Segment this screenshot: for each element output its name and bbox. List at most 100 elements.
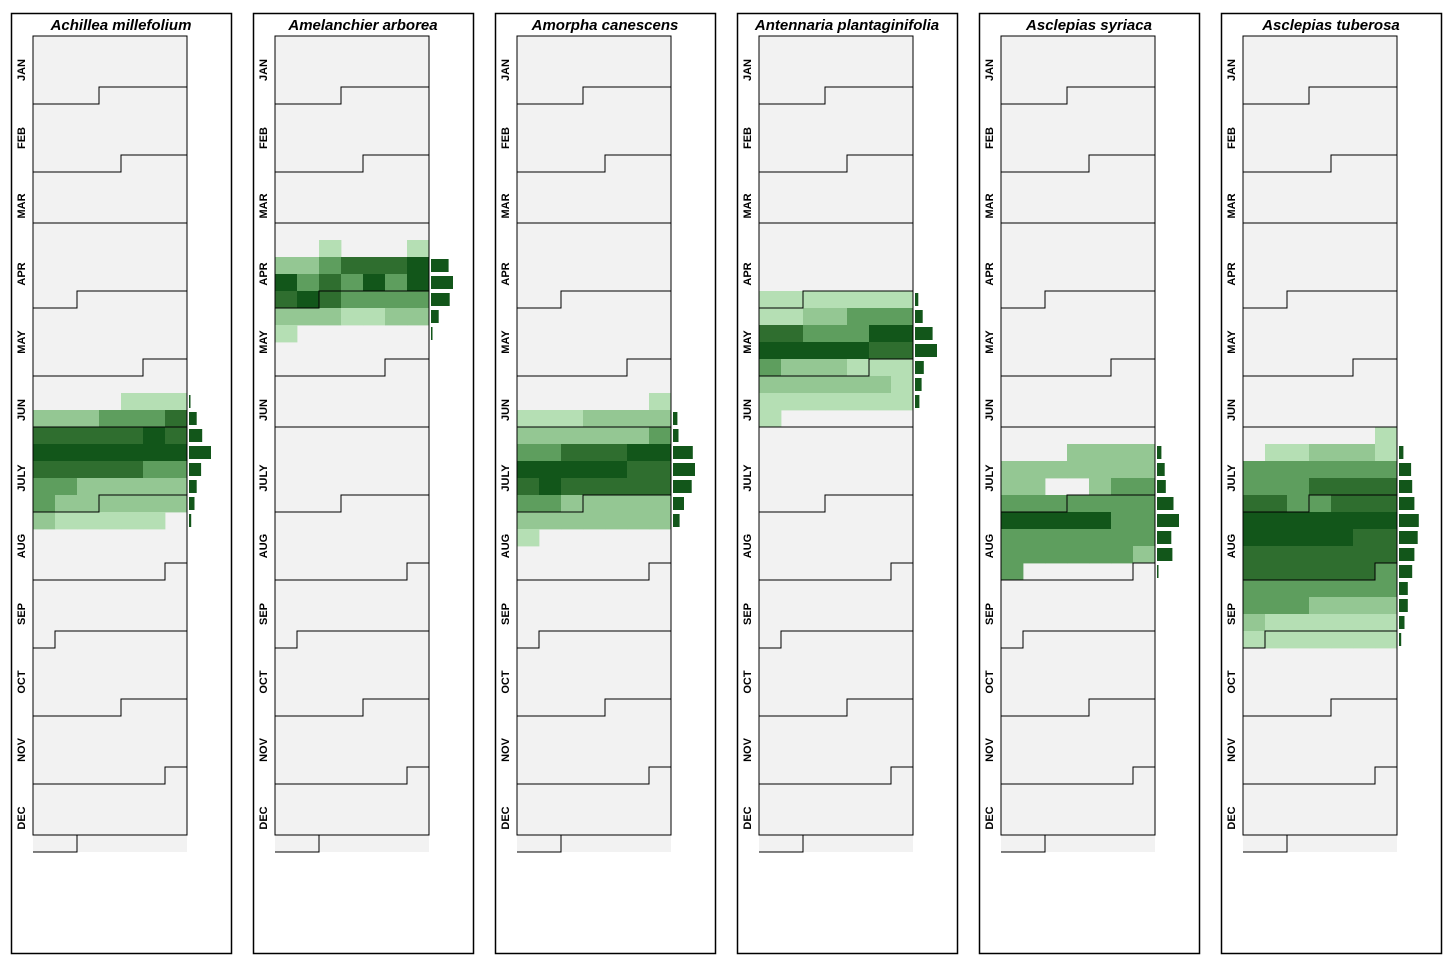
heat-cell — [891, 325, 914, 343]
heat-cell — [1133, 461, 1156, 479]
month-label: JULY — [500, 464, 512, 492]
heat-cell — [1331, 478, 1354, 496]
heat-cell — [517, 512, 540, 530]
heat-cell — [1375, 580, 1398, 598]
frequency-bar — [915, 310, 923, 323]
heat-cell — [1089, 529, 1112, 547]
month-label: APR — [16, 262, 28, 285]
heat-cell — [1309, 461, 1332, 479]
heat-cell — [55, 478, 78, 496]
heat-cell — [363, 308, 386, 326]
heat-cell — [1287, 529, 1310, 547]
heat-cell — [1331, 580, 1354, 598]
heat-cell — [649, 444, 672, 462]
heat-cell — [1067, 512, 1090, 530]
heat-cell — [1375, 614, 1398, 632]
heat-cell — [121, 512, 144, 530]
frequency-bar — [189, 446, 211, 459]
frequency-bar — [1399, 633, 1402, 646]
heat-cell — [1353, 546, 1376, 564]
heat-cell — [1353, 461, 1376, 479]
heat-cell — [539, 410, 562, 428]
heat-cell — [1111, 529, 1134, 547]
heat-cell — [165, 410, 188, 428]
heat-cell — [517, 427, 540, 445]
heat-cell — [77, 461, 100, 479]
heat-cell — [649, 393, 672, 411]
heat-cell — [1265, 614, 1288, 632]
month-label: JAN — [500, 59, 512, 81]
heat-cell — [77, 410, 100, 428]
heat-cell — [1353, 563, 1376, 581]
heat-cell — [77, 478, 100, 496]
heat-cell — [891, 308, 914, 326]
heat-cell — [781, 376, 804, 394]
frequency-bar — [673, 514, 680, 527]
heat-cell — [1331, 631, 1354, 649]
heat-cell — [1045, 529, 1068, 547]
heat-cell — [869, 291, 892, 309]
heat-cell — [583, 478, 606, 496]
heat-cell — [99, 495, 122, 513]
heat-cell — [33, 410, 56, 428]
heat-cell — [539, 427, 562, 445]
heat-cell — [517, 495, 540, 513]
heat-cell — [847, 308, 870, 326]
heat-cell — [1265, 529, 1288, 547]
heat-cell — [1309, 597, 1332, 615]
month-label: FEB — [742, 127, 754, 149]
heat-cell — [275, 257, 298, 275]
month-label: MAR — [500, 193, 512, 218]
heat-cell — [1265, 631, 1288, 649]
frequency-bar — [673, 446, 693, 459]
frequency-bar — [1157, 565, 1159, 578]
heat-cell — [363, 291, 386, 309]
month-label: OCT — [742, 670, 754, 694]
frequency-bar — [1157, 463, 1165, 476]
heat-cell — [627, 495, 650, 513]
heat-cell — [1001, 512, 1024, 530]
panel: Amelanchier arborea JAN FEB MAR APR MAY JUN JUL… — [252, 12, 475, 955]
month-label: APR — [1226, 262, 1238, 285]
heat-cell — [781, 325, 804, 343]
heat-cell — [143, 444, 166, 462]
month-label: FEB — [984, 127, 996, 149]
heat-cell — [1287, 631, 1310, 649]
frequency-bar — [673, 429, 679, 442]
frequency-bar — [1399, 446, 1404, 459]
heat-cell — [1353, 631, 1376, 649]
heat-cell — [1089, 546, 1112, 564]
heat-cell — [275, 308, 298, 326]
heat-cell — [1243, 495, 1266, 513]
heat-cell — [561, 512, 584, 530]
heat-cell — [759, 359, 782, 377]
plot-border — [516, 35, 672, 836]
heat-cell — [803, 308, 826, 326]
heat-cell — [407, 308, 430, 326]
heat-cell — [781, 291, 804, 309]
month-label: FEB — [16, 127, 28, 149]
month-label: MAY — [16, 330, 28, 354]
frequency-bar — [189, 497, 195, 510]
panel: Achillea millefolium JAN FEB MAR APR MAY JUN JU… — [10, 12, 233, 955]
heat-cell — [297, 291, 320, 309]
heat-cell — [869, 325, 892, 343]
month-label: MAY — [1226, 330, 1238, 354]
month-label: FEB — [1226, 127, 1238, 149]
frequency-bar — [189, 463, 202, 476]
heat-cell — [165, 444, 188, 462]
heat-cell — [1265, 546, 1288, 564]
heat-cell — [1353, 529, 1376, 547]
month-label: NOV — [500, 737, 512, 762]
heat-cell — [1045, 546, 1068, 564]
heat-cell — [759, 376, 782, 394]
panel-title: Amelanchier arborea — [287, 17, 437, 34]
heat-cell — [539, 461, 562, 479]
panel-title: Amorpha canescens — [531, 17, 679, 34]
heat-cell — [1287, 495, 1310, 513]
heat-cell — [1023, 546, 1046, 564]
plot-border — [32, 35, 188, 836]
panel: Antennaria plantaginifolia JAN FEB MAR APR MA… — [736, 12, 959, 955]
month-label: OCT — [1226, 670, 1238, 694]
heat-cell — [891, 342, 914, 360]
